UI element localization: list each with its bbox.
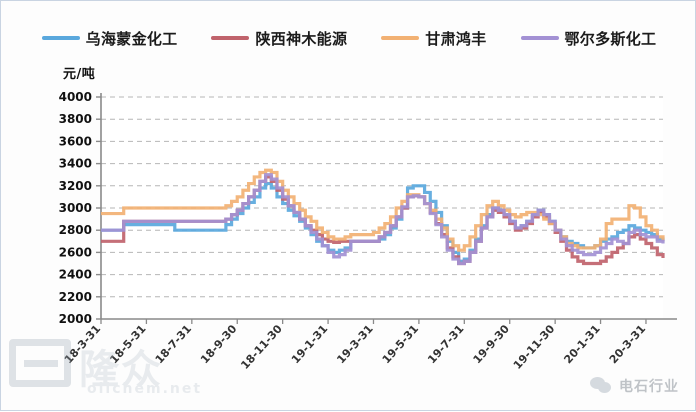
legend-item-3[interactable]: 甘肃鸿丰	[381, 28, 486, 49]
x-axis-tick-label: 20-3-31	[607, 322, 648, 366]
x-axis-tick-label: 19-7-31	[425, 322, 466, 366]
legend-item-label: 鄂尔多斯化工	[564, 29, 657, 48]
y-axis-tick-label: 2800	[59, 223, 92, 237]
y-axis-unit-label: 元/吨	[63, 67, 96, 82]
y-axis-tick-label: 3000	[59, 201, 92, 215]
legend-item-1[interactable]: 乌海蒙金化工	[41, 28, 178, 49]
x-axis-tick-label: 19-11-30	[511, 322, 558, 372]
legend-item-label: 甘肃鸿丰	[425, 29, 487, 48]
legend-swatch-icon	[520, 36, 559, 40]
x-axis-tick-label: 18-9-30	[198, 322, 240, 366]
y-axis-tick-label: 3400	[59, 157, 92, 171]
series-line-4	[101, 173, 665, 266]
x-axis-tick-label: 18-7-31	[153, 322, 194, 366]
legend-item-label: 陕西神木能源	[255, 29, 348, 48]
x-axis-tick-label: 20-1-31	[561, 322, 602, 366]
legend-swatch-icon	[41, 36, 80, 40]
watermark-channel-label: 电石行业	[619, 379, 679, 395]
y-axis-tick-label: 2200	[59, 290, 92, 304]
y-axis-tick-label: 3800	[59, 112, 92, 126]
y-axis-tick-label: 2600	[59, 245, 92, 259]
y-axis-tick-label: 2000	[59, 312, 92, 326]
x-axis-tick-label: 19-1-31	[289, 322, 330, 366]
y-axis-tick-label: 3600	[59, 134, 92, 148]
legend-item-2[interactable]: 陕西神木能源	[211, 28, 347, 49]
legend-swatch-icon	[381, 36, 420, 40]
wechat-icon	[590, 377, 612, 395]
y-axis-tick-label: 4000	[59, 90, 92, 104]
x-axis-tick-label: 18-11-30	[238, 322, 285, 372]
x-axis-tick-label: 19-5-31	[380, 322, 421, 366]
x-axis-tick-label: 18-3-31	[62, 322, 103, 366]
chart-legend: 乌海蒙金化工 陕西神木能源 甘肃鸿丰 鄂尔多斯化工	[1, 23, 696, 53]
y-axis-tick-label: 2400	[59, 268, 92, 282]
legend-swatch-icon	[211, 36, 250, 40]
legend-item-label: 乌海蒙金化工	[85, 29, 178, 48]
x-axis-tick-label: 19-9-30	[471, 322, 513, 366]
x-axis-tick-label: 18-5-31	[107, 322, 148, 366]
y-axis-tick-label: 3200	[59, 179, 92, 193]
x-axis-tick-label: 19-3-31	[334, 322, 375, 366]
legend-item-4[interactable]: 鄂尔多斯化工	[520, 28, 657, 49]
watermark-channel: 电石行业	[590, 376, 679, 396]
